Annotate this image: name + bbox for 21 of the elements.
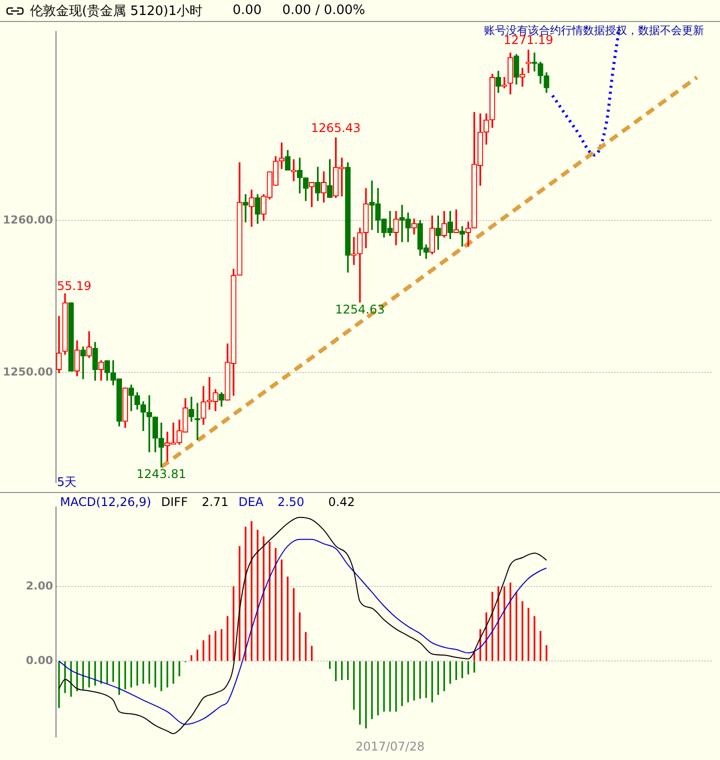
annotation: 0.42 <box>328 495 355 509</box>
candlestick <box>242 194 248 222</box>
annotation: 2.50 <box>277 495 304 509</box>
candlestick <box>520 68 526 87</box>
y-tick-label: 0.00 <box>26 654 54 667</box>
chart-title: 伦敦金现(贵金属 5120)1小时 <box>30 2 203 20</box>
annotation: 55.19 <box>57 279 92 293</box>
y-tick-label: 1250.00 <box>2 366 54 379</box>
annotation: 5天 <box>57 474 77 491</box>
annotation: 1243.81 <box>136 467 186 482</box>
x-tick-label: 2017/07/28 <box>355 739 425 754</box>
chart-title: MACD(12,26,9) <box>60 495 152 509</box>
text: DIFF <box>161 495 188 509</box>
y-tick-label: 1260.00 <box>2 213 54 226</box>
y-tick-label: 2.00 <box>26 580 54 593</box>
annotation: 1254.63 <box>335 302 385 316</box>
annotation: 1265.43 <box>311 120 361 135</box>
annotation: 2.71 <box>202 495 228 509</box>
chart-subtitle: 0.00 0.00 / 0.00% <box>232 3 366 18</box>
annotation: 账号没有该合约行情数据授权，数据不会更新 <box>484 23 704 37</box>
text: DEA <box>238 495 264 509</box>
